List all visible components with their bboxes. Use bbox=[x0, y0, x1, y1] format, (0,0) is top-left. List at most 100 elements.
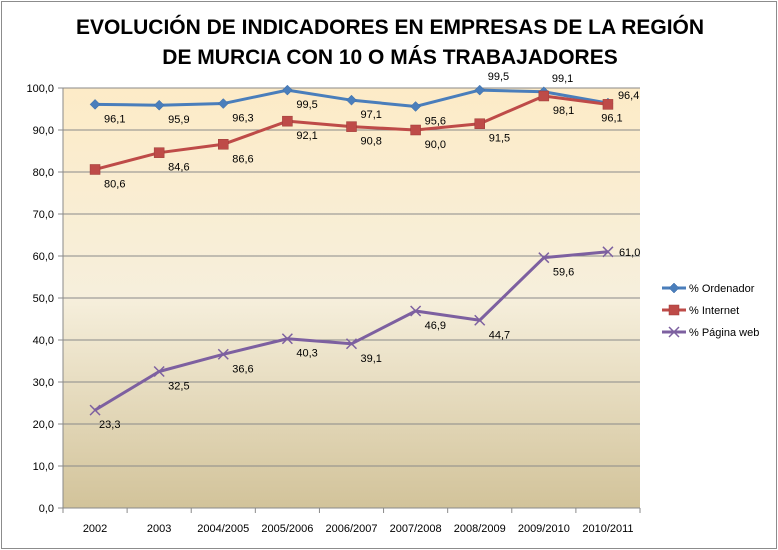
data-point-ordenador bbox=[474, 84, 486, 96]
data-point-cross-stroke bbox=[538, 252, 550, 264]
data-point-cross-stroke bbox=[217, 348, 229, 360]
x-axis-ticks: 2002 2003 2004/2005 2005/2006 2006/2007 2007/… bbox=[62, 508, 641, 535]
legend-label: % Internet bbox=[689, 305, 739, 317]
data-label: 59,6 bbox=[553, 267, 574, 279]
x-tick-label: 2010/2011 bbox=[582, 523, 633, 535]
legend-label: % Página web bbox=[689, 327, 759, 339]
data-label: 23,3 bbox=[99, 419, 120, 431]
y-tick-label: 30,0 bbox=[33, 377, 54, 389]
data-label: 90,8 bbox=[361, 136, 382, 148]
y-tick-label: 10,0 bbox=[33, 461, 54, 473]
data-point-ordenador bbox=[89, 99, 101, 110]
x-tick-label: 2008/2009 bbox=[454, 523, 506, 535]
legend-label: % Ordenador bbox=[689, 283, 755, 295]
data-point-pagina-web bbox=[410, 305, 422, 317]
data-point-internet bbox=[668, 304, 680, 316]
data-point-ordenador bbox=[217, 98, 229, 109]
data-point-internet bbox=[602, 99, 614, 110]
x-tick-label: 2005/2006 bbox=[261, 523, 313, 535]
x-tick-label: 2006/2007 bbox=[326, 523, 378, 535]
data-point-cross-stroke bbox=[89, 404, 101, 416]
data-label: 92,1 bbox=[296, 130, 317, 142]
data-point-ordenador bbox=[410, 101, 421, 112]
data-point-internet bbox=[538, 90, 550, 102]
data-label: 84,6 bbox=[168, 162, 189, 174]
y-tick-label: 60,0 bbox=[33, 251, 54, 263]
data-label: 39,1 bbox=[361, 353, 382, 365]
data-point-internet bbox=[282, 115, 293, 127]
series-ordenador: 96,1 95,9 96,3 99,5 97,1 95,6 99,5 99,1 96,4 bbox=[89, 71, 639, 127]
data-point-pagina-web bbox=[217, 348, 229, 360]
data-point-pagina-web bbox=[153, 365, 165, 378]
data-label: 40,3 bbox=[296, 348, 317, 360]
data-label: 99,1 bbox=[552, 73, 573, 85]
data-point-ordenador bbox=[346, 94, 357, 106]
data-label: 86,6 bbox=[232, 153, 253, 165]
legend-entry: % Internet bbox=[662, 304, 739, 317]
x-tick-label: 2007/2008 bbox=[390, 523, 442, 535]
data-label: 98,1 bbox=[553, 105, 574, 117]
data-label: 99,5 bbox=[296, 99, 317, 111]
y-axis-ticks: 0,0 10,0 20,0 30,0 40,0 50,0 60,0 70,0 80,0 90,0 1… bbox=[26, 83, 63, 515]
data-point-ordenador bbox=[282, 84, 293, 96]
x-tick-label: 2003 bbox=[147, 523, 171, 535]
data-point-ordenador bbox=[668, 282, 680, 294]
x-tick-label: 2004/2005 bbox=[197, 523, 249, 535]
data-point-cross-stroke bbox=[410, 305, 422, 317]
data-point-cross-stroke bbox=[345, 338, 358, 350]
y-tick-label: 40,0 bbox=[33, 335, 54, 347]
data-point-internet bbox=[218, 139, 229, 150]
data-label: 32,5 bbox=[168, 381, 189, 393]
data-point-cross-stroke bbox=[602, 246, 614, 258]
data-label: 96,4 bbox=[618, 90, 639, 102]
data-label: 90,0 bbox=[425, 139, 446, 151]
data-label: 80,6 bbox=[104, 178, 125, 190]
data-label: 97,1 bbox=[361, 109, 382, 121]
chart-title-line-2: DE MURCIA CON 10 O MÁS TRABAJADORES bbox=[162, 46, 617, 69]
data-point-cross-stroke bbox=[668, 326, 680, 338]
chart-title-line-1: EVOLUCIÓN DE INDICADORES EN EMPRESAS DE … bbox=[76, 15, 704, 39]
data-label: 96,1 bbox=[104, 113, 125, 125]
series-group: 96,1 95,9 96,399,597,195,699,5 99,196,480,6… bbox=[89, 71, 640, 431]
data-point-cross-stroke bbox=[281, 333, 293, 345]
data-label: 46,9 bbox=[425, 320, 446, 332]
legend-entry: % Página web bbox=[662, 326, 759, 339]
data-point-pagina-web bbox=[474, 314, 486, 326]
series-internet: 80,6 84,6 86,6 92,1 90,8 90,0 91,5 98,1 96,1 bbox=[89, 90, 623, 190]
data-point-internet bbox=[346, 121, 357, 132]
legend-entry: % Ordenador bbox=[662, 282, 755, 295]
x-tick-label: 2009/2010 bbox=[518, 523, 570, 535]
data-point-pagina-web bbox=[602, 246, 614, 258]
data-label: 91,5 bbox=[489, 133, 510, 145]
data-point-ordenador bbox=[153, 99, 165, 111]
x-tick-label: 2002 bbox=[83, 523, 107, 535]
data-point-pagina-web bbox=[281, 333, 293, 345]
y-tick-label: 70,0 bbox=[33, 209, 54, 221]
data-point-internet bbox=[474, 118, 485, 129]
data-label: 99,5 bbox=[488, 71, 509, 83]
data-label: 61,0 bbox=[619, 247, 640, 259]
y-tick-label: 80,0 bbox=[33, 167, 54, 179]
data-point-pagina-web bbox=[89, 404, 101, 416]
data-label: 95,9 bbox=[168, 114, 189, 126]
series-pagina-web: 23,3 32,5 36,6 40,3 39,1 46,9 44,7 59,6 61,0 bbox=[89, 246, 640, 431]
data-label: 96,1 bbox=[601, 112, 622, 124]
legend: % Ordenador % Internet % Página web bbox=[662, 282, 759, 339]
data-point-pagina-web bbox=[668, 326, 680, 338]
y-tick-label: 20,0 bbox=[33, 419, 54, 431]
y-tick-label: 90,0 bbox=[33, 125, 54, 137]
data-point-cross-stroke bbox=[153, 365, 165, 378]
data-point-internet bbox=[153, 147, 165, 158]
data-point-internet bbox=[410, 124, 421, 136]
y-tick-label: 0,0 bbox=[39, 503, 54, 515]
data-point-internet bbox=[89, 164, 101, 175]
data-point-pagina-web bbox=[538, 252, 550, 264]
data-label: 36,6 bbox=[232, 363, 253, 375]
data-point-pagina-web bbox=[345, 338, 358, 350]
data-point-cross-stroke bbox=[474, 314, 486, 326]
data-label: 44,7 bbox=[489, 329, 510, 341]
data-label: 95,6 bbox=[425, 115, 446, 127]
y-tick-label: 50,0 bbox=[33, 293, 54, 305]
